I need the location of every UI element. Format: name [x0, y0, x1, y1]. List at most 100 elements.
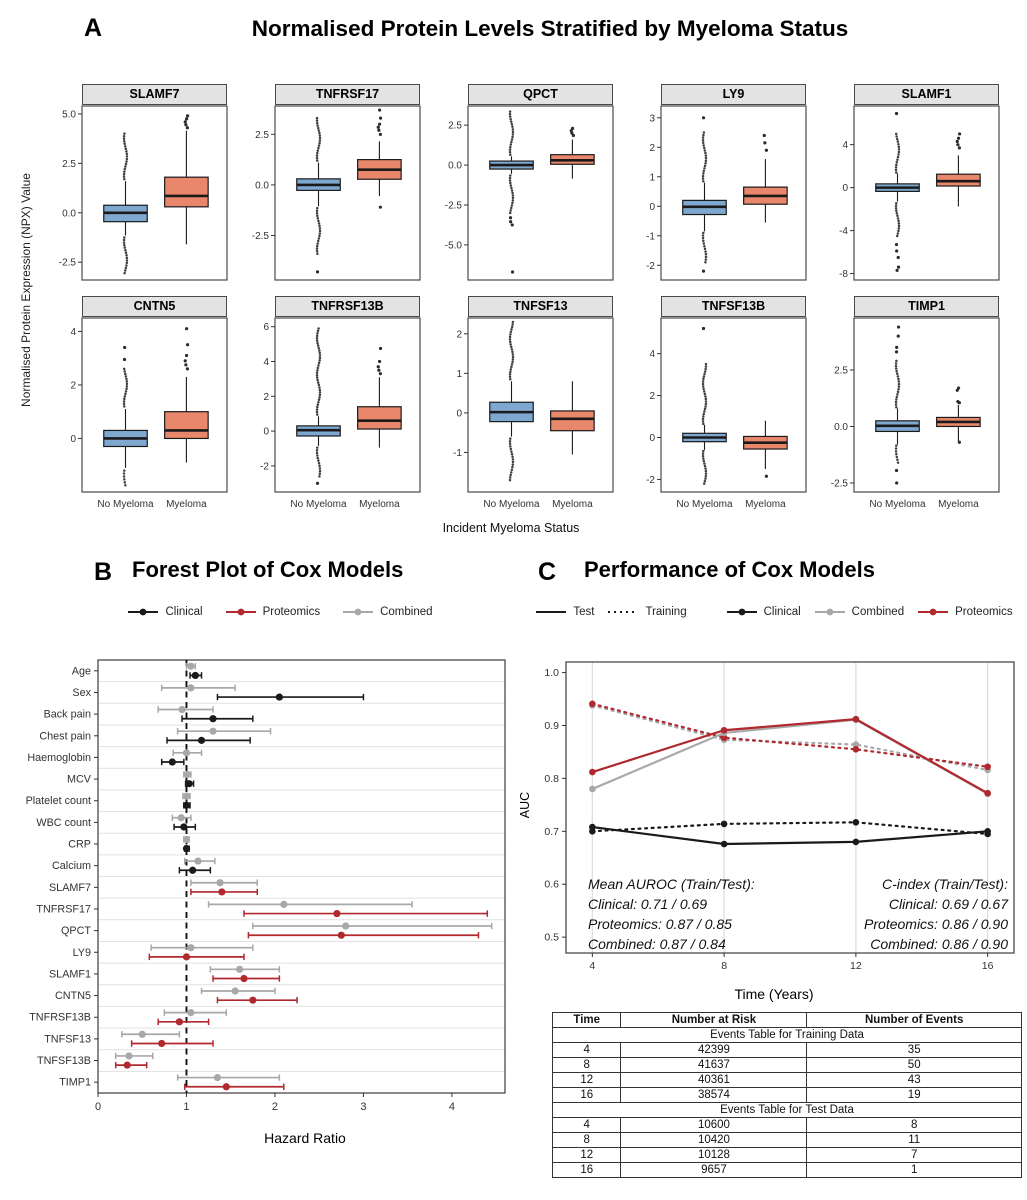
panel-c-letter: C: [538, 558, 557, 586]
forest-row-label: Back pain: [44, 709, 91, 721]
legend-item-training: Training: [607, 606, 687, 618]
forest-estimate-clinical: [178, 866, 212, 874]
svg-text:-4: -4: [839, 226, 848, 237]
table-cell: 11: [806, 1132, 1022, 1148]
legend-item-combined: Combined: [814, 606, 904, 618]
svg-text:2.5: 2.5: [62, 159, 76, 170]
svg-text:-1: -1: [453, 448, 462, 459]
table-row: 8 41637 50: [551, 1057, 1022, 1073]
legend-label: Test: [573, 606, 595, 618]
table-cell: 10600: [620, 1117, 808, 1133]
panel-c-title: Performance of Cox Models: [584, 557, 875, 582]
table-row: 8 10420 11: [551, 1132, 1022, 1148]
svg-text:0.8: 0.8: [544, 773, 559, 785]
facet-TNFRSF17: TNFRSF17 2.5 0.0 -2.5: [239, 84, 425, 286]
boxplot-TNFSF13B: 4 2 0 -2: [646, 317, 807, 493]
forest-estimate-proteomics: [243, 909, 489, 918]
forest-estimate-combined: [183, 770, 192, 779]
boxplot-CNTN5: 4 2 0: [70, 317, 228, 493]
category-label: No Myeloma: [483, 499, 540, 510]
annotation-line: Combined: 0.86 / 0.90: [870, 936, 1008, 952]
svg-text:4: 4: [842, 140, 848, 151]
series-proteomics-training: [591, 702, 989, 768]
panel-a-title: Normalised Protein Levels Stratified by …: [251, 16, 849, 41]
table-cell: 8: [551, 1057, 622, 1073]
boxplot-LY9: 3 2 1 0 -1 -2: [646, 105, 807, 281]
series-combined-test: [591, 718, 989, 795]
annotation-heading: Mean AUROC (Train/Test):: [588, 876, 755, 892]
legend-label: Training: [645, 606, 687, 618]
forest-estimate-clinical: [182, 801, 191, 809]
series-clinical-test: [592, 825, 988, 846]
svg-text:3: 3: [360, 1101, 366, 1113]
table-cell: 9657: [620, 1162, 808, 1178]
legend-swatch-icon: [726, 608, 757, 616]
svg-text:6: 6: [263, 322, 269, 333]
svg-text:1: 1: [183, 1101, 189, 1113]
forest-estimate-clinical: [181, 715, 254, 723]
facet-strip-TNFSF13B: TNFSF13B: [661, 296, 806, 317]
table-row: 16 9657 1: [551, 1162, 1022, 1178]
category-label: Myeloma: [166, 499, 207, 510]
svg-text:4: 4: [449, 1101, 455, 1113]
svg-text:3: 3: [649, 113, 655, 124]
table-row: 16 38574 19: [551, 1087, 1022, 1103]
legend-swatch-icon: [225, 608, 256, 616]
facet-strip-CNTN5: CNTN5: [82, 296, 227, 317]
legend-swatch-icon: [343, 608, 374, 616]
svg-text:-2: -2: [646, 475, 655, 486]
svg-text:-1: -1: [646, 231, 655, 242]
svg-text:2: 2: [649, 143, 655, 154]
forest-estimate-combined: [209, 965, 281, 973]
forest-estimate-combined: [190, 879, 259, 887]
forest-row-label: TNFSF13B: [37, 1055, 91, 1067]
table-cell: 38574: [620, 1087, 808, 1103]
svg-text:2: 2: [272, 1101, 278, 1113]
svg-text:4: 4: [263, 357, 269, 368]
auc-line-chart: 1.0 0.9 0.8 0.7 0.6 0.5 4 8 12 16 Mean AUROC (Tra…: [524, 650, 1024, 985]
forest-row-label: LY9: [73, 947, 91, 959]
category-label: Myeloma: [552, 499, 593, 510]
svg-text:5.0: 5.0: [62, 109, 76, 120]
forest-estimate-proteomics: [190, 888, 259, 896]
svg-text:-2: -2: [646, 261, 655, 272]
svg-text:0: 0: [649, 202, 655, 213]
forest-estimate-combined: [114, 1052, 154, 1060]
svg-text:-2.5: -2.5: [252, 231, 270, 242]
svg-text:12: 12: [850, 960, 862, 972]
table-cell: 10420: [620, 1132, 808, 1148]
legend-label: Combined: [380, 606, 433, 618]
events-table-section-title: Events Table for Training Data: [552, 1027, 1022, 1043]
cindex-annotation: C-index (Train/Test): Clinical: 0.69 / 0.…: [864, 874, 1008, 954]
forest-plot-svg: Age Sex Back pain Chest pain Haemoglobin MCV P…: [26, 659, 506, 1113]
events-table-header: Time: [551, 1012, 622, 1028]
svg-text:8: 8: [721, 960, 727, 972]
svg-text:0: 0: [649, 433, 655, 444]
boxplot-TNFRSF13B: 6 4 2 0 -2: [260, 317, 421, 493]
facet-strip-TNFRSF17: TNFRSF17: [275, 84, 420, 105]
forest-row-label: SLAMF7: [49, 882, 91, 894]
facet-TIMP1: TIMP1 2.5 0.0 -2.5 No Myeloma Myeloma: [818, 296, 1004, 512]
forest-estimate-clinical: [166, 736, 251, 744]
forest-estimate-combined: [163, 1009, 228, 1017]
category-label: No Myeloma: [869, 499, 926, 510]
forest-row-label: TIMP1: [59, 1077, 91, 1089]
facet-category-labels: No Myeloma Myeloma: [625, 498, 811, 512]
svg-text:-2.5: -2.5: [59, 258, 77, 269]
table-cell: 16: [551, 1162, 622, 1178]
facet-SLAMF1: SLAMF1 4 0 -4 -8: [818, 84, 1004, 286]
facet-strip-SLAMF1: SLAMF1: [854, 84, 999, 105]
forest-estimate-proteomics: [183, 1083, 285, 1091]
svg-text:0.0: 0.0: [62, 208, 76, 219]
boxplot-facets-row-1: SLAMF7 5.0 2.5 0.0 -2.5 TNFRSF17 2.5 0.0 -2.5 QPC…: [46, 84, 1004, 286]
legend-item-proteomics: Proteomics: [225, 606, 320, 618]
table-cell: 43: [806, 1072, 1022, 1088]
table-cell: 16: [551, 1087, 622, 1103]
panel-b-letter: B: [94, 558, 113, 586]
forest-estimate-clinical: [160, 758, 185, 766]
forest-row-label: WBC count: [36, 817, 91, 829]
table-cell: 41637: [620, 1057, 808, 1073]
events-table-section-title: Events Table for Test Data: [552, 1102, 1022, 1118]
facet-TNFSF13: TNFSF13 2 1 0 -1 No Myeloma Myeloma: [432, 296, 618, 512]
